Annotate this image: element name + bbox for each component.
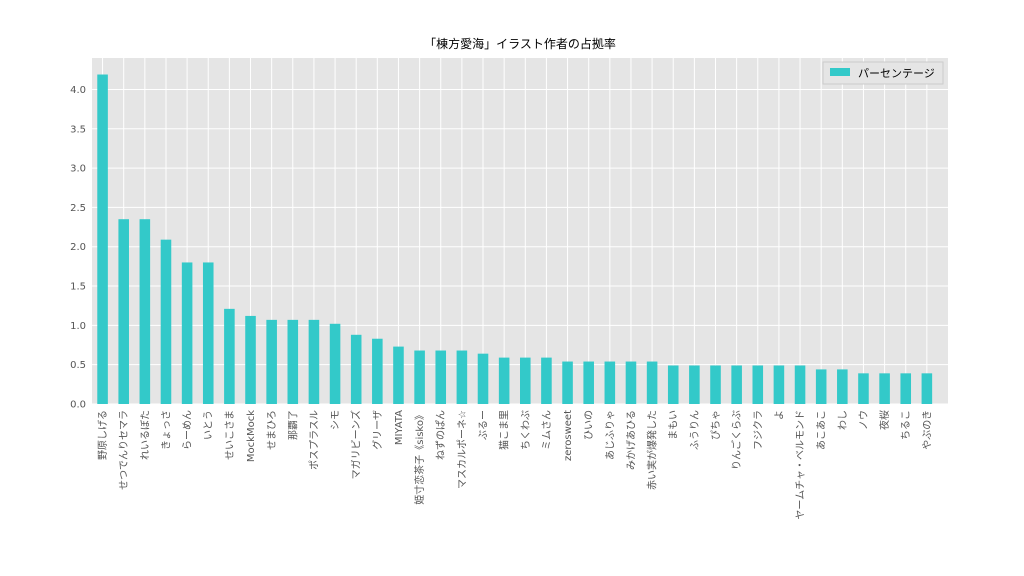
- bar: [160, 239, 172, 404]
- x-tick-label: ぴちゃ: [710, 410, 722, 440]
- bar: [202, 262, 214, 404]
- x-tick-label: せいこさま: [224, 410, 236, 460]
- x-tick-label: ねずのぱん: [435, 410, 447, 460]
- x-tick-label: グリーザ: [371, 410, 384, 450]
- x-tick-label: フジクラ: [752, 410, 764, 450]
- bar: [710, 365, 721, 404]
- x-tick-label: 野原しげる: [97, 410, 109, 460]
- x-tick-label: ふうりん: [689, 410, 701, 450]
- x-tick-label: せつでんりセマラ: [118, 410, 130, 490]
- bar: [266, 319, 277, 404]
- x-tick-label: れいるぼた: [139, 410, 151, 460]
- y-tick-label: 0.5: [70, 360, 86, 371]
- x-tick-label: りんごくらぶ: [730, 410, 743, 470]
- x-tick-label: きょっさ: [160, 410, 172, 450]
- bar: [393, 346, 404, 404]
- x-tick-label: せまひろ: [266, 410, 278, 450]
- bar: [329, 323, 341, 404]
- x-tick-label: マスカルポーネ☆: [456, 410, 468, 489]
- bar: [520, 357, 531, 404]
- bar: [118, 219, 129, 404]
- x-tick-label: いとう: [203, 410, 215, 440]
- y-tick-label: 3.0: [70, 164, 86, 175]
- bar: [308, 319, 320, 404]
- x-tick-label: ぶるー: [478, 410, 490, 440]
- x-tick-label: ヤームチャ・ベルモンド: [795, 410, 807, 520]
- x-tick-label: あじふりゃ: [604, 410, 616, 460]
- bar: [646, 361, 658, 404]
- bar: [287, 319, 299, 404]
- bar: [794, 365, 806, 404]
- bar: [879, 373, 890, 404]
- x-tick-label: よ: [773, 410, 785, 420]
- bar: [224, 308, 235, 404]
- y-tick-label: 1.5: [70, 282, 86, 293]
- bar: [773, 365, 785, 404]
- bar: [625, 361, 637, 404]
- y-tick-label: 4.0: [70, 85, 86, 96]
- chart-title: 「棟方愛海」イラスト作者の占拠率: [424, 36, 616, 51]
- x-tick-label: ミムさん: [541, 410, 553, 450]
- x-tick-label: 猫こま里: [498, 410, 511, 450]
- legend-box: [822, 61, 944, 85]
- x-tick-label: MIYATA: [394, 410, 405, 445]
- x-tick-label: MockMock: [246, 410, 257, 462]
- x-tick-label: シモ: [331, 410, 342, 430]
- x-tick-label: マガリビーンズ: [350, 410, 363, 479]
- y-tick-label: 1.0: [70, 321, 86, 332]
- y-tick-label: 3.5: [70, 124, 86, 135]
- y-axis-ticks: 0.0 0.5 1.0 1.5 2.0 2.5 3.0 3.5 4.0: [70, 85, 86, 411]
- x-tick-label: らーめん: [182, 410, 194, 450]
- bar: [372, 338, 383, 404]
- bar: [541, 357, 552, 404]
- x-tick-label: zerosweet: [563, 410, 574, 461]
- bar: [97, 74, 108, 404]
- bar: [689, 365, 700, 404]
- x-tick-label: あこあこ: [816, 410, 828, 450]
- bar: [837, 369, 848, 404]
- y-tick-label: 2.5: [70, 203, 86, 214]
- bar-series: [97, 74, 933, 404]
- legend-swatch: [830, 68, 850, 76]
- y-tick-label: 2.0: [70, 242, 86, 253]
- x-tick-label: ちくわぶ: [520, 410, 532, 450]
- bar: [900, 373, 912, 404]
- bar: [245, 315, 256, 404]
- bar: [604, 361, 616, 404]
- bar: [181, 262, 193, 404]
- y-tick-label: 0.0: [70, 400, 86, 411]
- x-tick-label: まもい: [668, 410, 680, 440]
- bar: [583, 361, 594, 404]
- bar: [752, 365, 764, 404]
- x-tick-label: ノウ: [858, 410, 870, 430]
- bar: [921, 373, 933, 404]
- x-tick-label: 夜桜: [878, 410, 891, 430]
- x-tick-label: やぶのき: [921, 410, 933, 450]
- legend-label: パーセンテージ: [858, 67, 935, 80]
- x-tick-label: ポスプラスル: [308, 410, 320, 470]
- x-tick-label: わし: [837, 410, 849, 430]
- bar: [815, 369, 827, 404]
- bar: [858, 373, 869, 404]
- x-tick-label: 赤い実が爆発した: [646, 410, 659, 490]
- bar: [562, 361, 573, 404]
- bar: [667, 365, 679, 404]
- x-axis-ticks: 野原しげる せつでんりセマラ れいるぼた きょっさ らーめん いとう せいこさま MockMo…: [97, 410, 933, 520]
- bar: [414, 350, 425, 404]
- bar: [435, 350, 447, 404]
- bar: [139, 219, 151, 404]
- plot-background: [92, 58, 948, 404]
- x-tick-label: ちるこ: [900, 410, 912, 440]
- bar: [477, 353, 489, 404]
- bar: [498, 357, 510, 404]
- x-tick-label: ひいの: [584, 410, 595, 440]
- x-tick-label: 姫寸恋茶子《sisko》: [413, 410, 426, 505]
- x-tick-label: 那覇了: [287, 410, 299, 440]
- bar: [350, 334, 362, 404]
- bar: [456, 350, 468, 404]
- bar: [731, 365, 742, 404]
- legend: パーセンテージ: [822, 61, 944, 85]
- x-tick-label: みかげあひる: [625, 410, 637, 470]
